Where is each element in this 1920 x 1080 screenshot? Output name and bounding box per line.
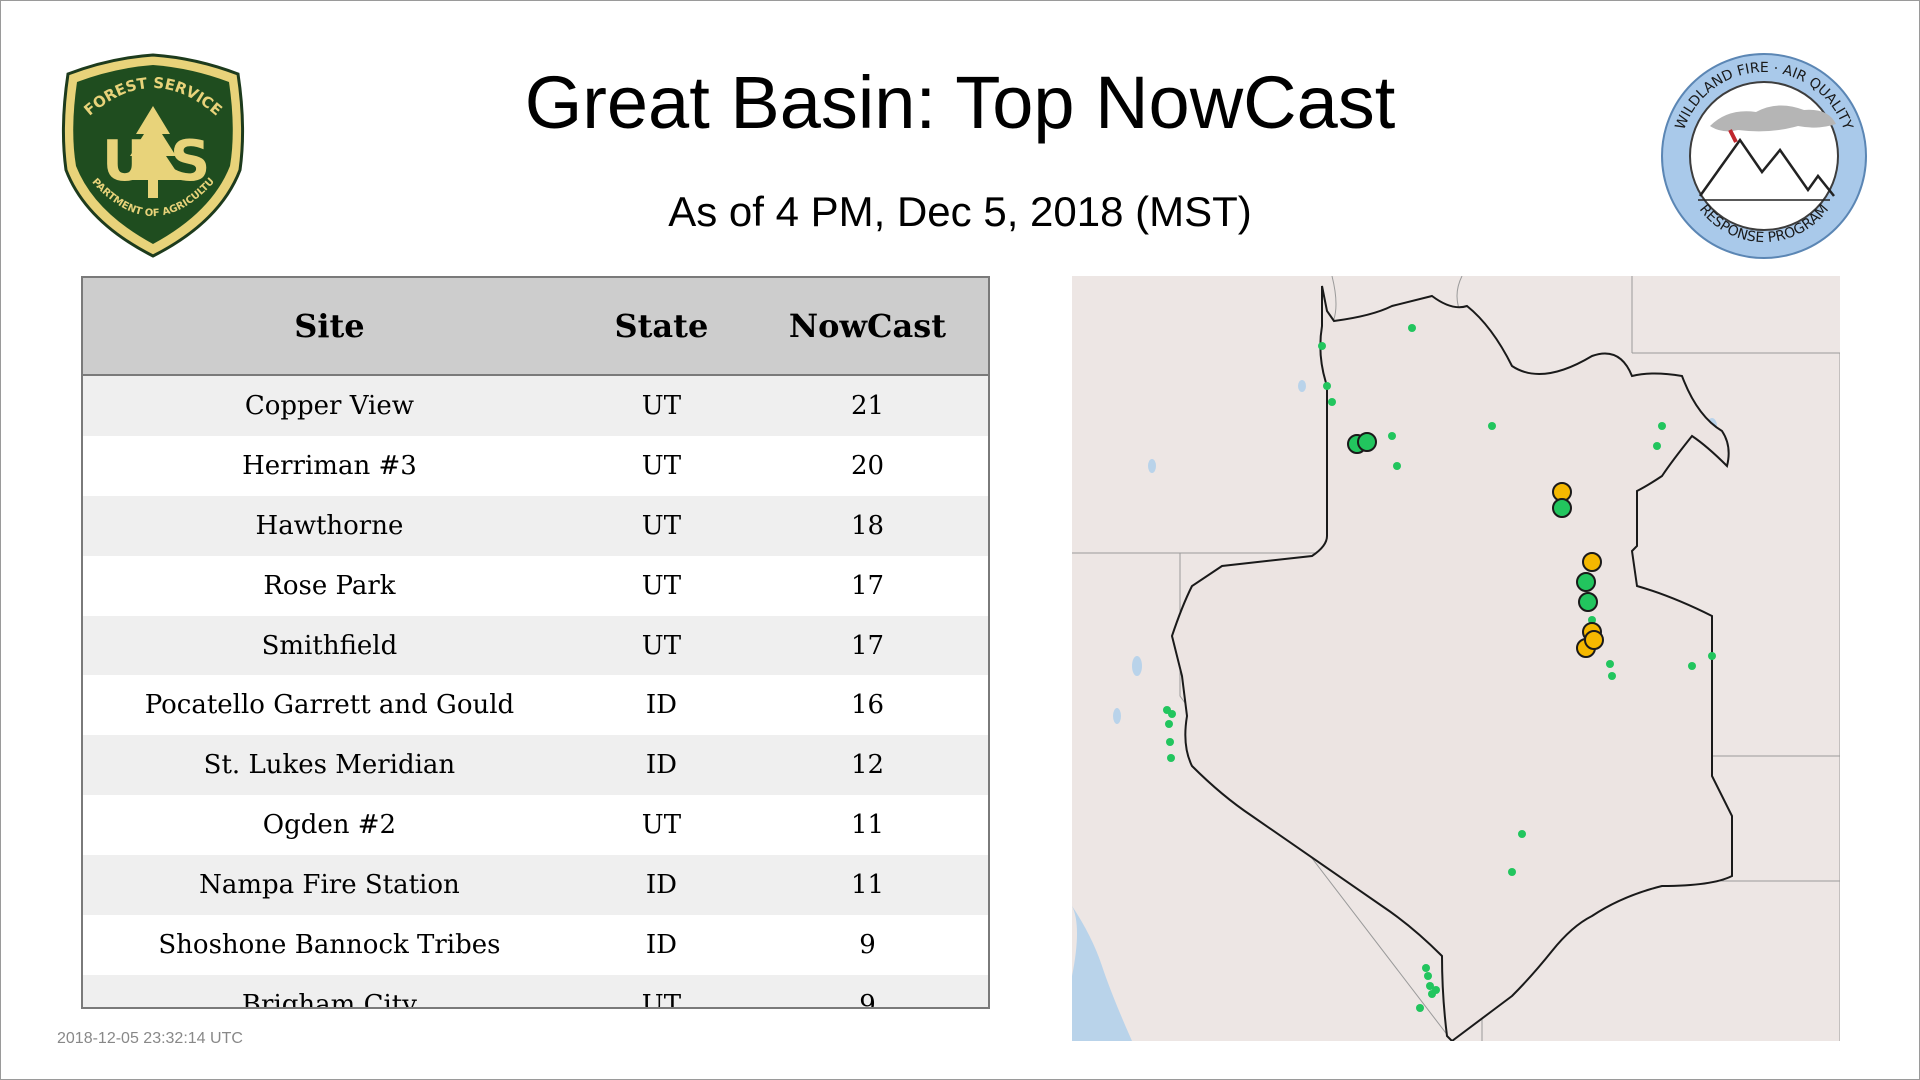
- timestamp: 2018-12-05 23:32:14 UTC: [57, 1030, 243, 1047]
- nowcast-cell: 11: [746, 855, 988, 916]
- state-cell: ID: [575, 675, 747, 736]
- table-row: Shoshone Bannock Tribes ID 9: [83, 915, 988, 975]
- nowcast-cell: 20: [746, 435, 988, 496]
- site-cell: Pocatello Garrett and Gould: [83, 675, 576, 736]
- site-cell: Rose Park: [83, 555, 576, 616]
- header-site: Site: [83, 278, 576, 376]
- nowcast-cell: 18: [746, 495, 988, 556]
- nowcast-cell: 11: [746, 795, 988, 856]
- state-cell: UT: [575, 495, 747, 556]
- site-cell: Brigham City: [83, 974, 576, 1007]
- site-cell: Smithfield: [83, 615, 576, 676]
- state-cell: UT: [575, 795, 747, 856]
- table-row: Copper View UT 21: [83, 375, 988, 436]
- table-row: Herriman #3 UT 20: [83, 435, 988, 496]
- state-cell: ID: [575, 855, 747, 916]
- monitor-marker: [1576, 572, 1596, 592]
- page-subtitle: As of 4 PM, Dec 5, 2018 (MST): [668, 188, 1252, 235]
- nowcast-cell: 9: [746, 915, 988, 975]
- monitor-dot: [1653, 442, 1661, 450]
- monitor-dot: [1488, 422, 1496, 430]
- site-cell: St. Lukes Meridian: [83, 735, 576, 796]
- monitor-marker: [1578, 592, 1598, 612]
- table-row: Ogden #2 UT 11: [83, 795, 988, 856]
- site-cell: Herriman #3: [83, 435, 576, 496]
- wildland-fire-air-quality-seal-icon: WILDLAND FIRE · AIR QUALITY RESPONSE PRO…: [1661, 53, 1867, 259]
- table-row: Pocatello Garrett and Gould ID 16: [83, 675, 988, 736]
- monitor-dot: [1658, 422, 1666, 430]
- nowcast-cell: 9: [746, 974, 988, 1007]
- site-cell: Nampa Fire Station: [83, 855, 576, 916]
- monitor-dot: [1167, 754, 1175, 762]
- site-cell: Copper View: [83, 375, 576, 436]
- monitor-dot: [1408, 324, 1416, 332]
- table-header-row: Site State NowCast: [83, 278, 988, 376]
- monitor-dot: [1606, 660, 1614, 668]
- table-row: Hawthorne UT 18: [83, 495, 988, 556]
- state-cell: UT: [575, 555, 747, 616]
- monitor-markers: [1163, 324, 1716, 1012]
- table-row: Brigham City UT 9: [83, 974, 988, 1007]
- monitor-dot: [1708, 652, 1716, 660]
- state-cell: UT: [575, 375, 747, 436]
- page-title: Great Basin: Top NowCast: [524, 61, 1396, 144]
- header-nowcast: NowCast: [746, 278, 988, 376]
- header-state: State: [575, 278, 747, 376]
- monitor-dot: [1328, 398, 1336, 406]
- site-cell: Shoshone Bannock Tribes: [83, 915, 576, 975]
- great-basin-map: [1072, 276, 1840, 1041]
- nowcast-cell: 12: [746, 735, 988, 796]
- monitor-dot: [1323, 382, 1331, 390]
- table-row: Rose Park UT 17: [83, 555, 988, 616]
- monitor-dot: [1168, 710, 1176, 718]
- svg-text:S: S: [170, 129, 210, 194]
- great-basin-boundary: [1170, 285, 1733, 1041]
- monitor-dot: [1688, 662, 1696, 670]
- ocean-shape: [1072, 906, 1132, 1041]
- nowcast-cell: 16: [746, 675, 988, 736]
- nowcast-cell: 21: [746, 375, 988, 436]
- monitor-marker: [1584, 630, 1604, 650]
- state-cell: ID: [575, 915, 747, 975]
- forest-service-shield-icon: FOREST SERVICE DEPARTMENT OF AGRICULTURE…: [46, 44, 245, 258]
- monitor-dot: [1422, 964, 1430, 972]
- monitor-marker: [1582, 552, 1602, 572]
- state-cell: ID: [575, 735, 747, 796]
- state-cell: UT: [575, 974, 747, 1007]
- monitor-dot: [1393, 462, 1401, 470]
- state-cell: UT: [575, 615, 747, 676]
- monitor-dot: [1416, 1004, 1424, 1012]
- wildland-fire-logo: WILDLAND FIRE · AIR QUALITY RESPONSE PRO…: [1658, 50, 1870, 262]
- forest-service-logo: FOREST SERVICE DEPARTMENT OF AGRICULTURE…: [46, 44, 256, 258]
- monitor-dot: [1432, 986, 1440, 994]
- map-svg: [1072, 276, 1840, 1041]
- monitor-dot: [1165, 720, 1173, 728]
- monitor-marker: [1552, 498, 1572, 518]
- nowcast-cell: 17: [746, 555, 988, 616]
- state-cell: UT: [575, 435, 747, 496]
- nowcast-table: Site State NowCast Copper View UT 21 Her…: [81, 276, 990, 1009]
- site-cell: Hawthorne: [83, 495, 576, 556]
- monitor-dot: [1508, 868, 1516, 876]
- monitor-dot: [1424, 972, 1432, 980]
- table-row: Smithfield UT 17: [83, 615, 988, 676]
- monitor-dot: [1426, 982, 1434, 990]
- site-cell: Ogden #2: [83, 795, 576, 856]
- monitor-dot: [1318, 342, 1326, 350]
- monitor-dot: [1166, 738, 1174, 746]
- monitor-dot: [1388, 432, 1396, 440]
- table-row: Nampa Fire Station ID 11: [83, 855, 988, 916]
- table-row: St. Lukes Meridian ID 12: [83, 735, 988, 796]
- monitor-dot: [1608, 672, 1616, 680]
- monitor-dot: [1518, 830, 1526, 838]
- nowcast-cell: 17: [746, 615, 988, 676]
- monitor-marker: [1357, 432, 1377, 452]
- monitor-dot: [1588, 616, 1596, 624]
